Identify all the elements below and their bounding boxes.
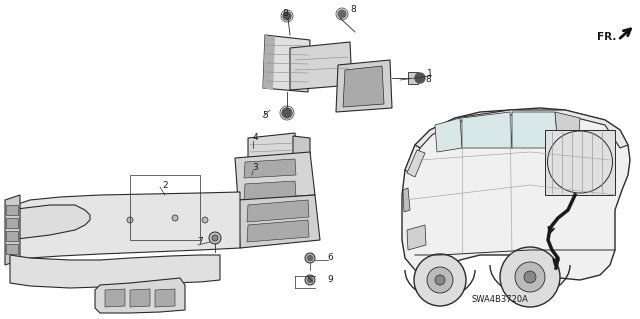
Polygon shape bbox=[244, 181, 296, 200]
Polygon shape bbox=[10, 192, 240, 260]
Circle shape bbox=[524, 271, 536, 283]
Text: 9: 9 bbox=[327, 276, 333, 285]
Polygon shape bbox=[263, 35, 310, 92]
Text: 6: 6 bbox=[327, 253, 333, 262]
Text: 4: 4 bbox=[252, 133, 258, 143]
Polygon shape bbox=[343, 66, 384, 107]
Polygon shape bbox=[244, 159, 296, 178]
Text: 3: 3 bbox=[252, 164, 258, 173]
Polygon shape bbox=[247, 220, 309, 242]
Circle shape bbox=[515, 262, 545, 292]
Circle shape bbox=[172, 215, 178, 221]
Polygon shape bbox=[555, 112, 580, 148]
Text: 2: 2 bbox=[162, 181, 168, 189]
Polygon shape bbox=[6, 231, 18, 241]
Polygon shape bbox=[95, 278, 185, 313]
Text: 5: 5 bbox=[262, 110, 268, 120]
Polygon shape bbox=[415, 110, 628, 148]
Circle shape bbox=[305, 253, 315, 263]
Polygon shape bbox=[248, 133, 297, 165]
Text: SWA4B3720A: SWA4B3720A bbox=[472, 295, 529, 305]
Circle shape bbox=[202, 217, 208, 223]
Polygon shape bbox=[155, 289, 175, 307]
Polygon shape bbox=[293, 136, 310, 157]
Polygon shape bbox=[10, 205, 90, 240]
Polygon shape bbox=[247, 200, 309, 222]
Bar bbox=[130, 175, 200, 240]
Polygon shape bbox=[263, 35, 275, 90]
Polygon shape bbox=[462, 112, 512, 148]
Text: 8: 8 bbox=[425, 75, 431, 84]
Circle shape bbox=[307, 278, 312, 283]
Circle shape bbox=[127, 217, 133, 223]
Polygon shape bbox=[10, 255, 220, 288]
Text: FR.: FR. bbox=[597, 32, 617, 42]
Polygon shape bbox=[238, 195, 320, 248]
Circle shape bbox=[500, 247, 560, 307]
Polygon shape bbox=[130, 289, 150, 307]
Text: 1: 1 bbox=[427, 69, 433, 78]
Polygon shape bbox=[105, 289, 125, 307]
Circle shape bbox=[435, 275, 445, 285]
Circle shape bbox=[307, 256, 312, 261]
Polygon shape bbox=[512, 112, 558, 148]
Polygon shape bbox=[402, 108, 630, 280]
Polygon shape bbox=[6, 205, 18, 215]
Polygon shape bbox=[6, 244, 18, 254]
Circle shape bbox=[414, 254, 466, 306]
Circle shape bbox=[282, 108, 292, 118]
Text: 7: 7 bbox=[197, 238, 203, 247]
Circle shape bbox=[338, 10, 346, 18]
Circle shape bbox=[305, 275, 315, 285]
Text: 8: 8 bbox=[350, 5, 356, 14]
Polygon shape bbox=[6, 218, 18, 228]
Polygon shape bbox=[5, 195, 20, 265]
Polygon shape bbox=[545, 130, 615, 195]
Circle shape bbox=[283, 12, 291, 20]
Polygon shape bbox=[435, 118, 462, 152]
Bar bbox=[408, 72, 418, 84]
Circle shape bbox=[209, 232, 221, 244]
Polygon shape bbox=[235, 152, 315, 200]
Polygon shape bbox=[405, 145, 420, 173]
Polygon shape bbox=[336, 60, 392, 112]
Polygon shape bbox=[244, 203, 296, 222]
Circle shape bbox=[212, 235, 218, 241]
Circle shape bbox=[415, 73, 425, 83]
Polygon shape bbox=[407, 150, 425, 177]
Polygon shape bbox=[403, 188, 410, 212]
Circle shape bbox=[427, 267, 453, 293]
Polygon shape bbox=[290, 42, 352, 90]
Polygon shape bbox=[407, 225, 426, 250]
Text: 8: 8 bbox=[282, 10, 288, 19]
